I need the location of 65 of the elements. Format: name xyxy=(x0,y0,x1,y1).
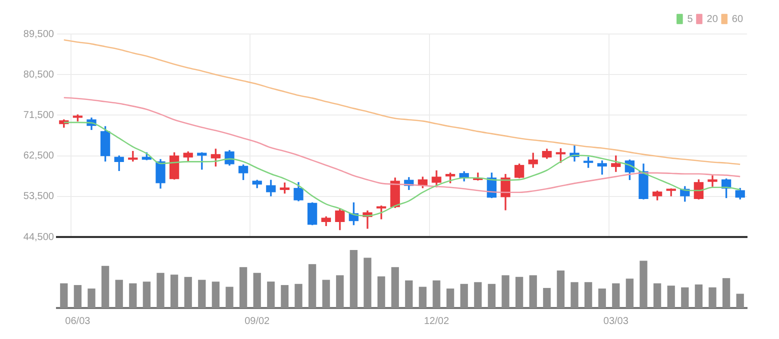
x-tick-label: 03/03 xyxy=(603,316,629,327)
bar xyxy=(364,258,372,308)
bar xyxy=(184,276,192,308)
bar xyxy=(129,283,137,308)
bar xyxy=(681,287,689,308)
legend-label: 20 xyxy=(706,14,718,25)
y-tick-label: 53,500 xyxy=(23,191,54,202)
bar xyxy=(598,288,606,308)
bar xyxy=(626,278,634,308)
bar xyxy=(418,286,427,308)
y-tick-label: 89,500 xyxy=(23,28,54,40)
legend-label: 5 xyxy=(687,14,694,25)
bar xyxy=(640,260,648,308)
bar xyxy=(142,282,151,308)
bar xyxy=(736,294,744,308)
bar xyxy=(74,285,82,308)
bar xyxy=(212,282,220,308)
bar xyxy=(474,282,482,308)
bar xyxy=(115,280,123,308)
bar xyxy=(502,275,510,308)
bar xyxy=(101,266,110,308)
bar xyxy=(267,282,275,308)
bar xyxy=(198,280,206,308)
bar xyxy=(170,274,178,308)
bar xyxy=(253,272,261,308)
bar xyxy=(391,267,399,308)
bar xyxy=(543,288,551,308)
bar xyxy=(322,280,330,308)
bar xyxy=(60,283,68,308)
bar xyxy=(294,284,302,308)
bar xyxy=(556,270,565,308)
bar xyxy=(488,284,496,308)
bar xyxy=(350,250,358,308)
bar xyxy=(460,284,468,308)
bar xyxy=(722,278,730,308)
bar xyxy=(529,275,537,308)
x-tick-label: 06/03 xyxy=(65,316,91,327)
bar xyxy=(308,264,316,308)
bar xyxy=(239,267,248,308)
bar xyxy=(226,286,234,308)
bar xyxy=(584,282,592,308)
bar xyxy=(667,286,675,308)
bar xyxy=(694,284,703,308)
y-tick-label: 80,500 xyxy=(23,69,54,80)
candlestick xyxy=(708,175,718,187)
line-series xyxy=(63,39,741,166)
y-tick-label: 44,500 xyxy=(23,232,54,243)
bar xyxy=(515,276,524,308)
x-tick-label: 12/02 xyxy=(424,316,450,327)
legend-label: 60 xyxy=(732,14,744,25)
bar xyxy=(570,282,578,308)
bar xyxy=(405,280,413,308)
bar xyxy=(377,276,386,308)
bar xyxy=(653,283,662,308)
bar xyxy=(280,285,289,308)
bar xyxy=(708,287,716,308)
y-tick-label: 71,500 xyxy=(23,110,54,121)
bar xyxy=(336,275,344,308)
y-tick-label: 62,500 xyxy=(23,150,54,162)
bar xyxy=(156,272,164,308)
bar xyxy=(88,288,96,308)
bar xyxy=(446,288,454,308)
x-tick-label: 09/02 xyxy=(244,316,270,327)
bar xyxy=(612,283,620,308)
bar xyxy=(432,280,440,308)
